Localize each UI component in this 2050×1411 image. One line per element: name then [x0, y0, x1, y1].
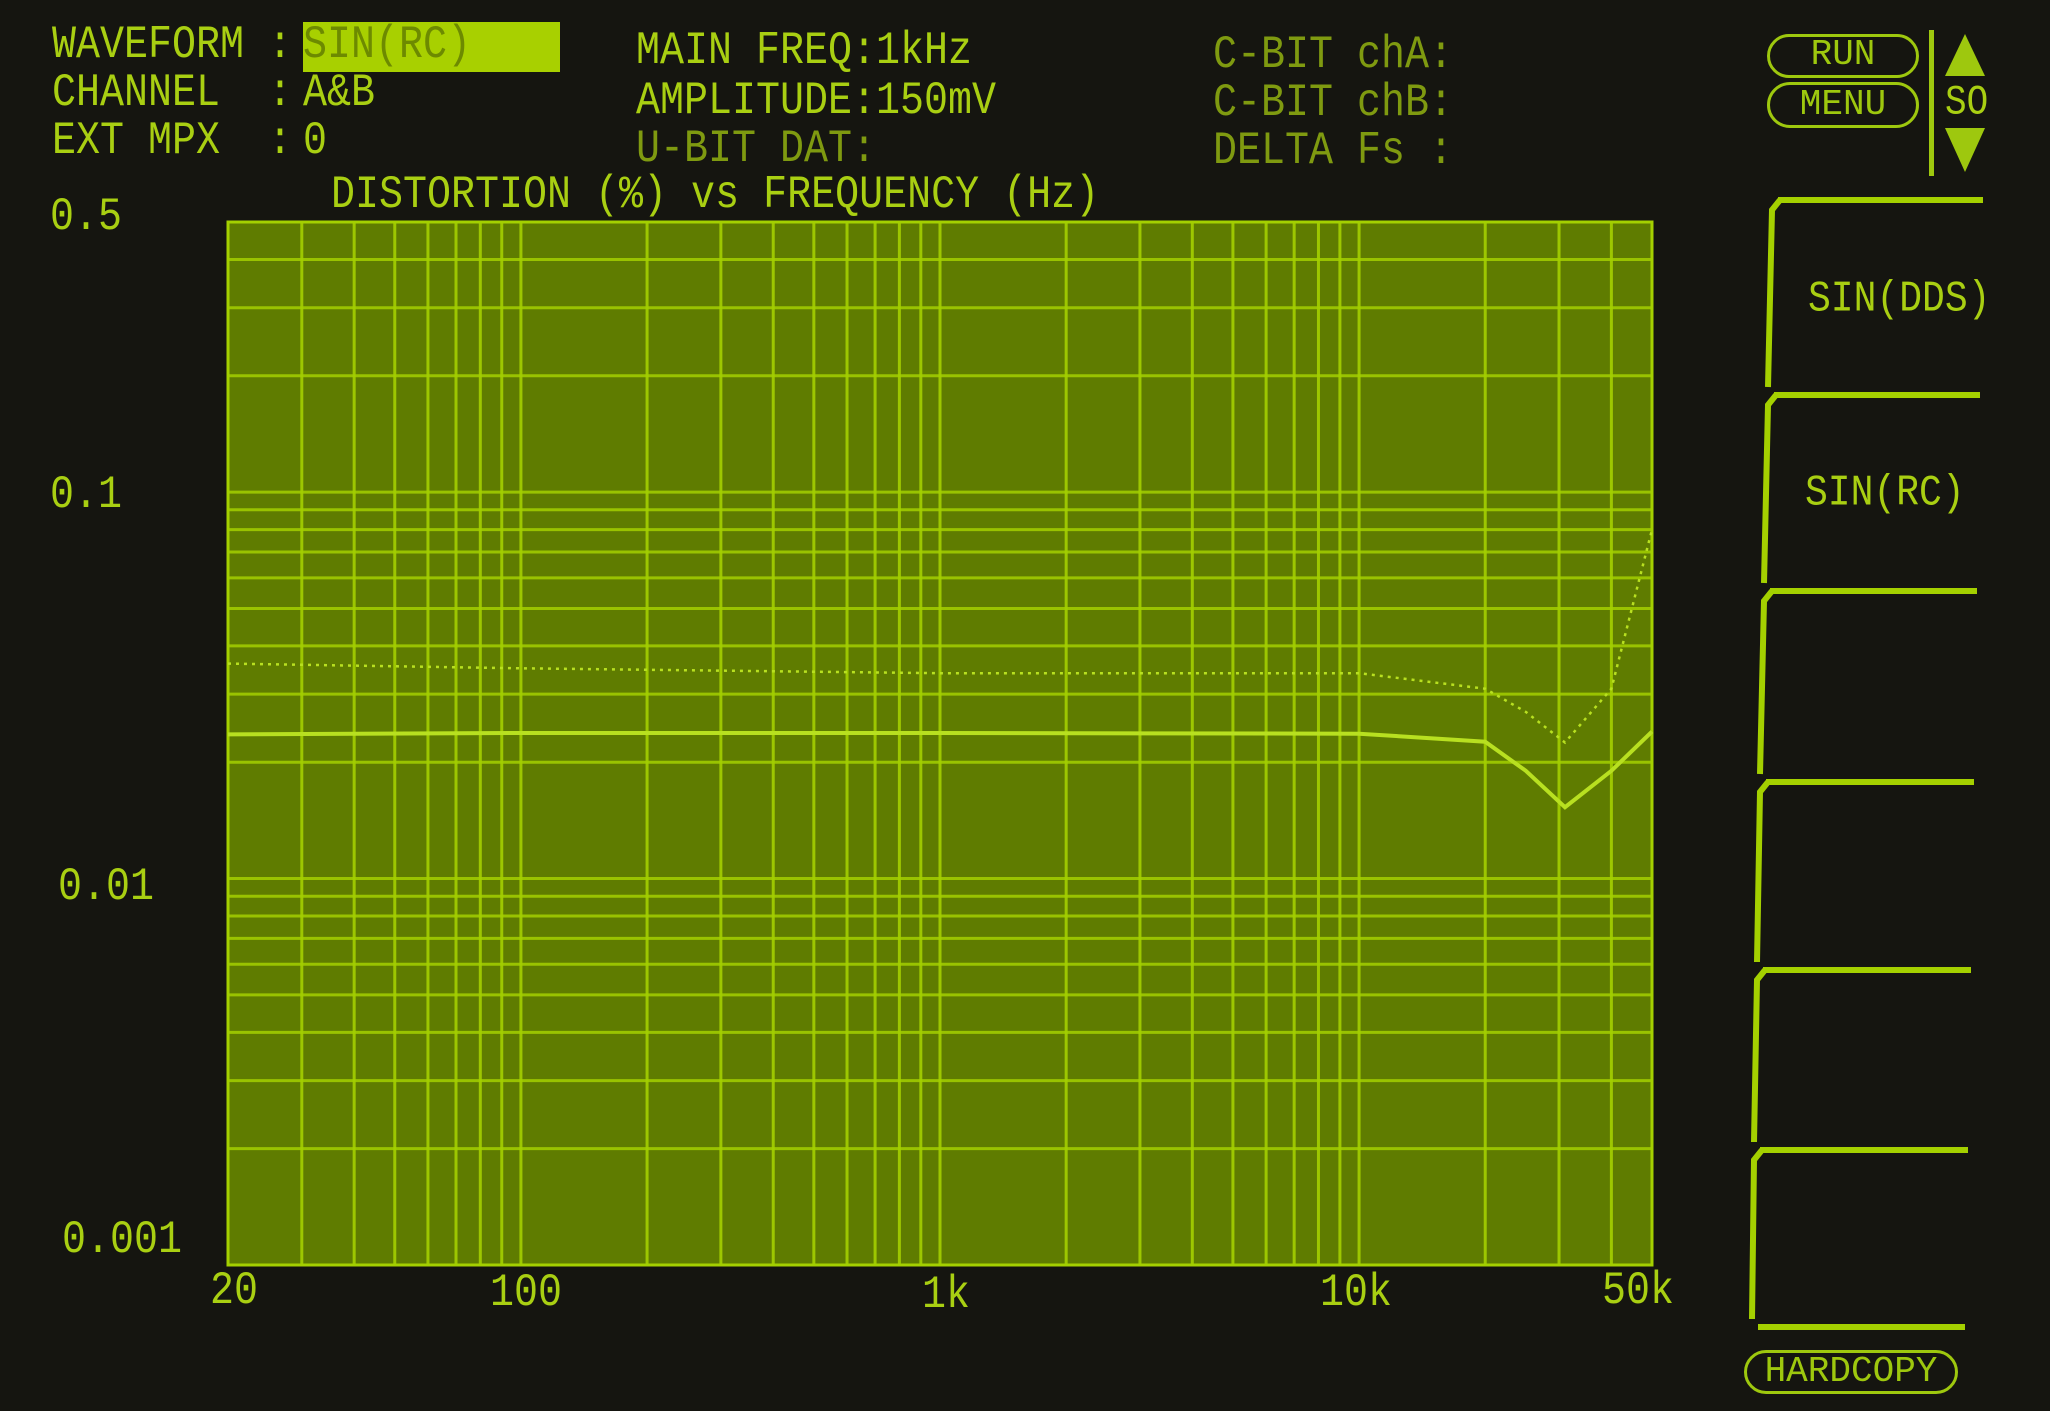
- softkey-frame: [1751, 968, 1768, 1143]
- divider: [1929, 30, 1934, 176]
- softkey-frame: [1749, 1148, 1765, 1320]
- menu-button[interactable]: MENU: [1767, 82, 1919, 128]
- x-tick-label: 50k: [1602, 1266, 1675, 1318]
- scroll-down-icon[interactable]: [1945, 128, 1985, 172]
- delta-fs: DELTA Fs :: [1213, 126, 1454, 178]
- waveform-label: WAVEFORM :: [52, 20, 293, 72]
- x-tick-label: 10k: [1320, 1268, 1393, 1320]
- chart-title: DISTORTION (%) vs FREQUENCY (Hz): [331, 170, 1100, 222]
- main-freq: MAIN FREQ:1kHz: [636, 26, 973, 78]
- ext-mpx-value: 0: [303, 116, 328, 168]
- y-tick-label: 0.01: [58, 862, 155, 914]
- solid-trace: [227, 730, 1654, 810]
- x-tick-label: 100: [490, 1268, 563, 1320]
- softkey-sin-rc[interactable]: SIN(RC): [1805, 468, 1965, 519]
- ext-mpx-label: EXT MPX :: [52, 116, 293, 168]
- softkey-frame: [1754, 780, 1771, 963]
- channel-label: CHANNEL :: [52, 68, 293, 120]
- waveform-value[interactable]: SIN(RC): [303, 20, 472, 72]
- x-tick-label: 20: [210, 1266, 259, 1318]
- x-tick-label: 1k: [922, 1270, 971, 1322]
- u-bit-dat: U-BIT DAT:: [636, 124, 877, 176]
- scroll-label: SO: [1945, 78, 1989, 127]
- y-tick-label: 0.001: [62, 1215, 183, 1267]
- softkey-frame: [1761, 393, 1779, 584]
- softkey-frame: [1765, 198, 1783, 388]
- softkey-sin-dds[interactable]: SIN(DDS): [1808, 274, 1991, 325]
- scroll-up-icon[interactable]: [1945, 34, 1985, 76]
- y-tick-label: 0.5: [50, 192, 123, 244]
- amplitude: AMPLITUDE:150mV: [636, 76, 997, 128]
- softkey-frame: [1757, 589, 1775, 775]
- waveform-value-highlight[interactable]: [303, 22, 560, 72]
- channel-value: A&B: [303, 68, 376, 120]
- y-tick-label: 0.1: [50, 470, 123, 522]
- run-button[interactable]: RUN: [1767, 34, 1919, 78]
- hardcopy-button[interactable]: HARDCOPY: [1744, 1350, 1958, 1394]
- c-bit-chb: C-BIT chB:: [1213, 78, 1454, 130]
- c-bit-cha: C-BIT chA:: [1213, 30, 1454, 82]
- dotted-trace: [227, 529, 1654, 745]
